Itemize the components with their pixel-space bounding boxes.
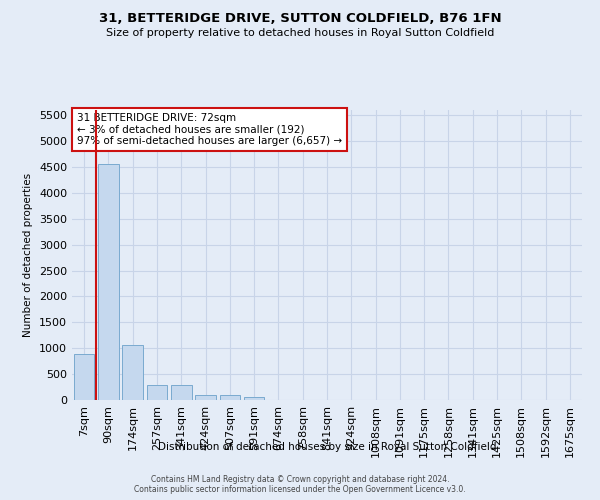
Bar [195,395,216,400]
Bar [171,385,191,400]
Bar [244,397,265,400]
Bar [98,164,119,400]
Bar [74,354,94,400]
Text: Contains HM Land Registry data © Crown copyright and database right 2024.
Contai: Contains HM Land Registry data © Crown c… [134,474,466,494]
Text: 31, BETTERIDGE DRIVE, SUTTON COLDFIELD, B76 1FN: 31, BETTERIDGE DRIVE, SUTTON COLDFIELD, … [98,12,502,26]
Y-axis label: Number of detached properties: Number of detached properties [23,173,34,337]
Text: 31 BETTERIDGE DRIVE: 72sqm
← 3% of detached houses are smaller (192)
97% of semi: 31 BETTERIDGE DRIVE: 72sqm ← 3% of detac… [77,113,342,146]
Bar [220,395,240,400]
Bar [146,385,167,400]
Text: Size of property relative to detached houses in Royal Sutton Coldfield: Size of property relative to detached ho… [106,28,494,38]
Bar [122,345,143,400]
Text: Distribution of detached houses by size in Royal Sutton Coldfield: Distribution of detached houses by size … [158,442,496,452]
